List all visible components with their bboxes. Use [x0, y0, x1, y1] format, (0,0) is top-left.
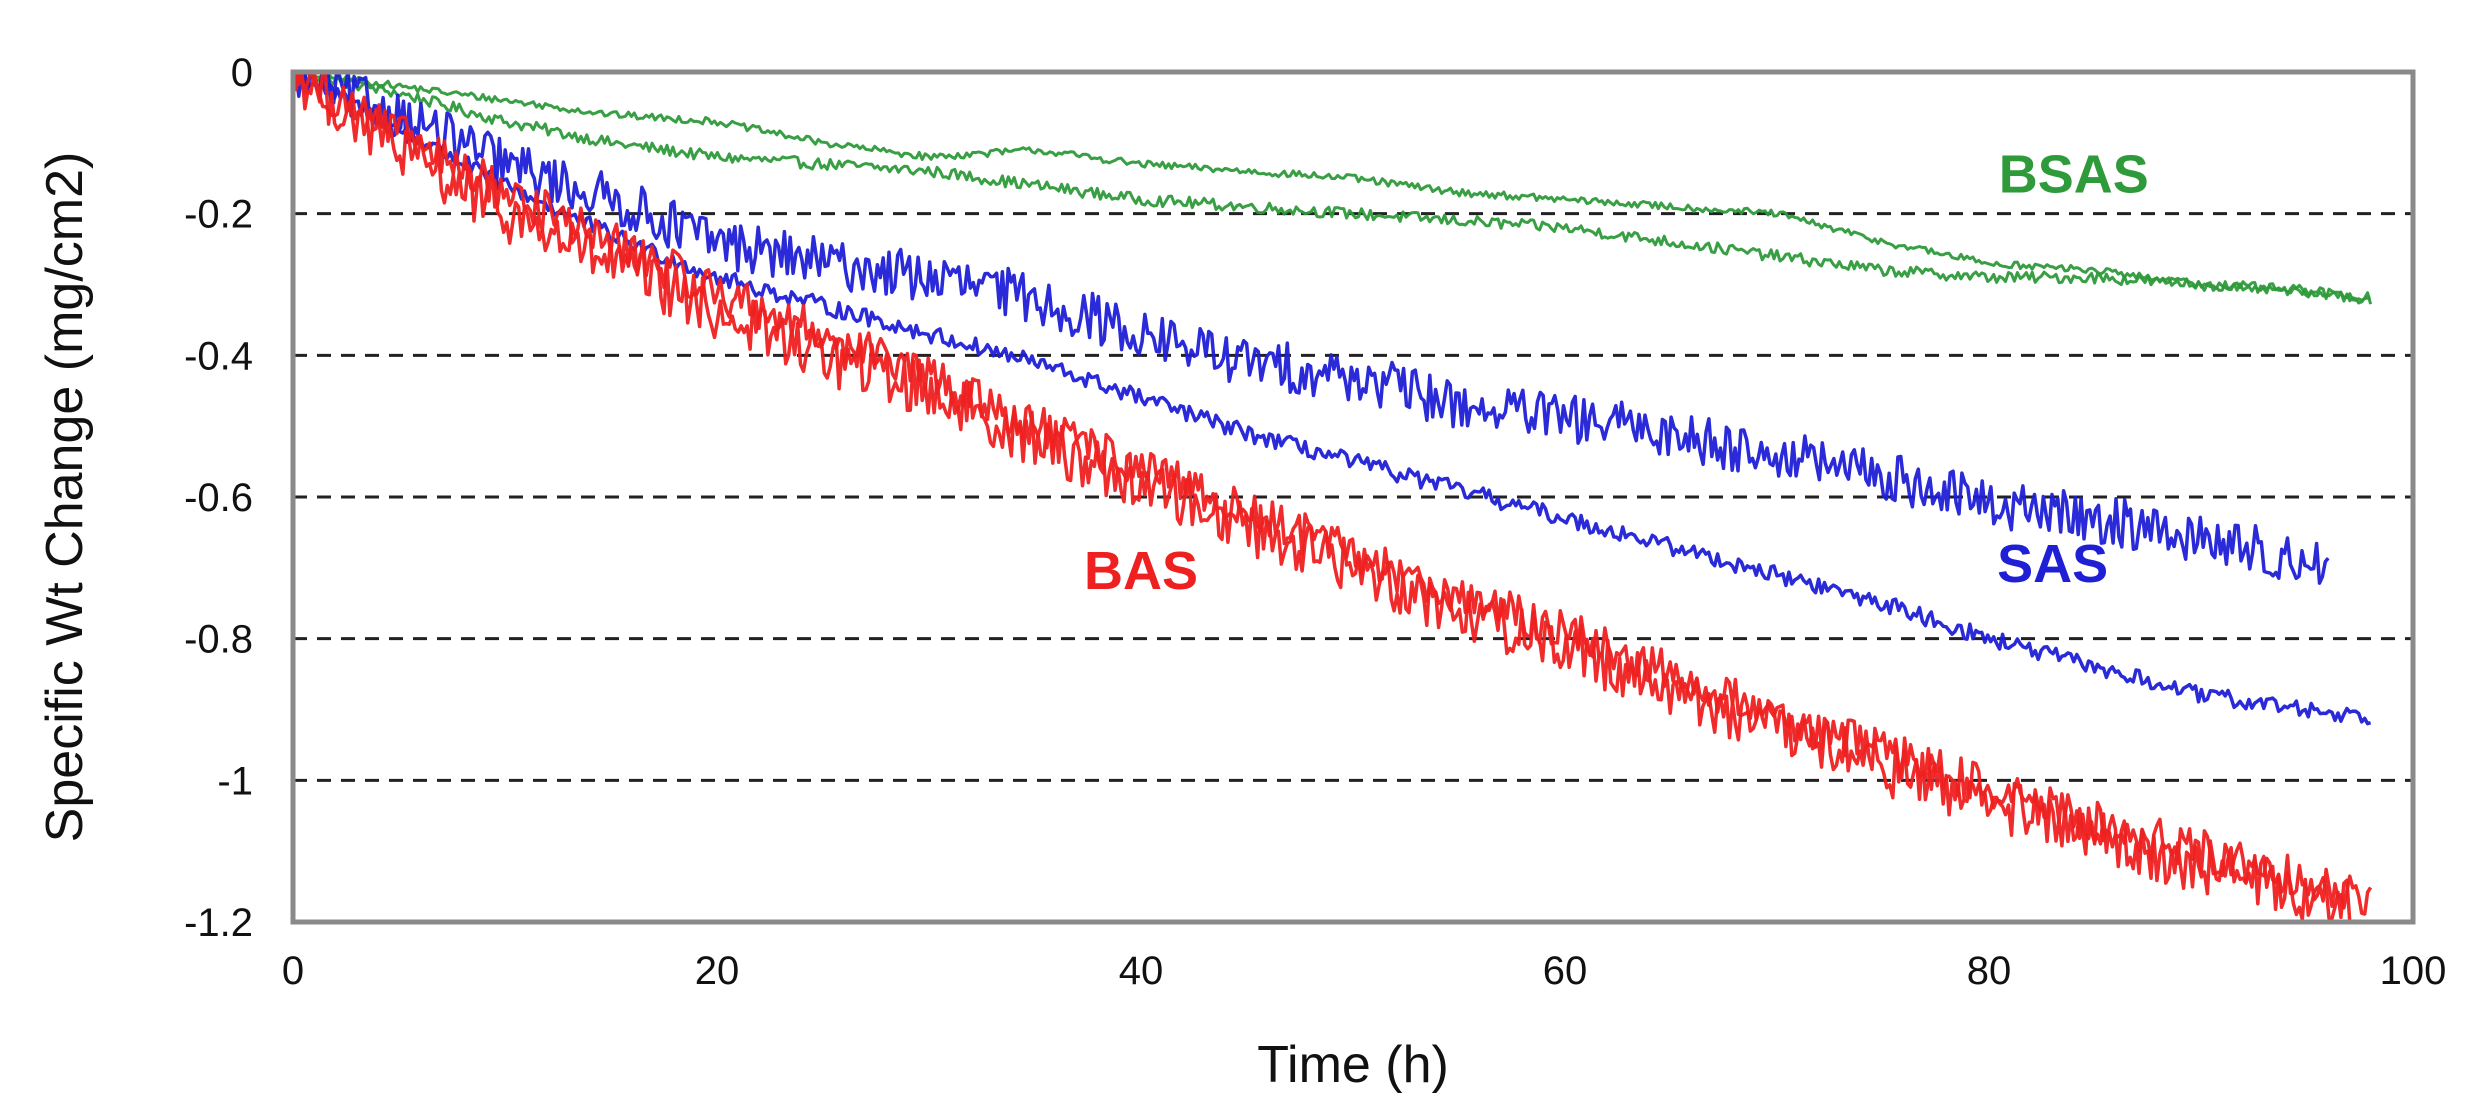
series-line-sas-run-2: [293, 70, 2330, 585]
x-tick-label: 100: [2380, 949, 2447, 993]
y-tick-label: -0.2: [184, 193, 253, 237]
x-axis-ticks: 0 20 40 60 80 100: [282, 949, 2447, 993]
x-tick-label: 20: [695, 949, 740, 993]
annotation-sas: SAS: [1997, 534, 2108, 594]
series-line-bsas: [293, 70, 2373, 305]
series-lines: [291, 70, 2373, 924]
annotation-bsas: BSAS: [1999, 144, 2149, 204]
grid-lines: [293, 212, 2413, 782]
x-tick-label: 40: [1119, 949, 1164, 993]
plot-frame: [290, 69, 2416, 925]
y-tick-label: -1.2: [184, 901, 253, 945]
x-tick-label: 60: [1543, 949, 1588, 993]
y-axis-ticks: 0 -0.2 -0.4 -0.6 -0.8 -1 -1.2: [184, 51, 253, 945]
x-tick-label: 0: [282, 949, 304, 993]
y-tick-label: -0.4: [184, 334, 253, 378]
x-tick-label: 80: [1967, 949, 2012, 993]
y-tick-label: -1: [217, 759, 253, 803]
y-tick-label: -0.6: [184, 476, 253, 520]
y-axis-title: Specific Wt Change (mg/cm2): [36, 152, 94, 843]
annotation-bas: BAS: [1084, 541, 1198, 601]
y-tick-label: -0.8: [184, 618, 253, 662]
x-axis-title: Time (h): [1257, 1036, 1449, 1094]
series-line-sas: [291, 70, 2372, 726]
series-line-bsas-run-2: [291, 70, 2371, 302]
y-tick-label: 0: [231, 51, 253, 95]
series-annotations: BSAS SAS BAS: [1084, 144, 2149, 601]
series-line-bas-run-2: [293, 70, 2373, 916]
